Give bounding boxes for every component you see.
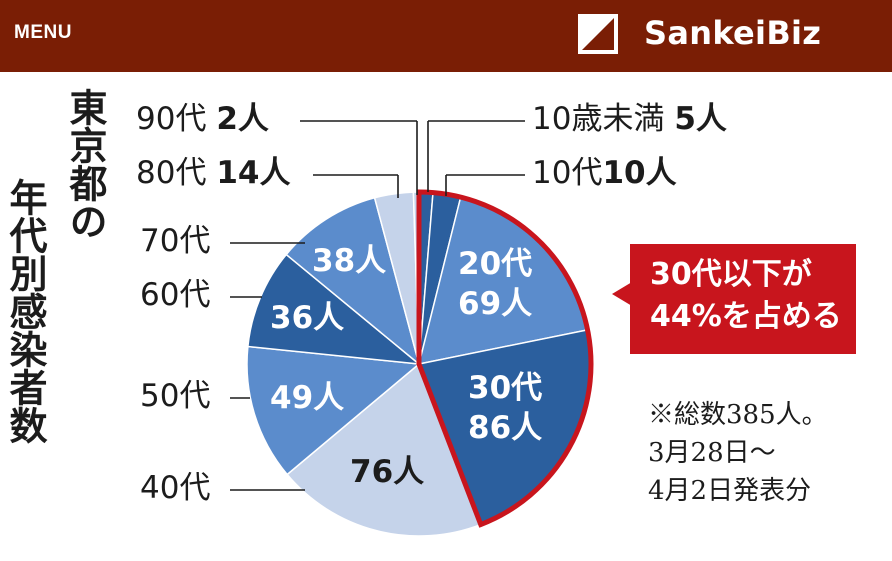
label-under10: 10歳未満 5人 xyxy=(532,101,727,137)
label-80s: 80代 14人 xyxy=(136,155,291,191)
slice-label-20s: 20代 69人 xyxy=(458,246,533,322)
menu-button[interactable]: MENU xyxy=(14,22,72,43)
chart-title-line1: 東京都の xyxy=(63,88,107,240)
label-40s: 40代 xyxy=(140,470,211,506)
chart-title-line2: 年代別感染者数 xyxy=(3,178,47,444)
slice-label-30s: 30代 86人 xyxy=(468,370,543,446)
slice-label-40s: 76人 xyxy=(350,454,425,490)
label-60s: 60代 xyxy=(140,277,211,313)
label-10s: 10代10人 xyxy=(532,155,677,191)
footnote-line2: 3月28日〜 xyxy=(648,438,776,468)
pie-slice-50代 xyxy=(246,345,421,476)
slice-label-50s: 49人 xyxy=(270,380,345,416)
callout-box: 30代以下が 44%を占める xyxy=(630,244,856,354)
callout-line1: 30代以下が xyxy=(650,257,812,292)
brand-logo-text[interactable]: SankeiBiz xyxy=(644,14,822,52)
label-50s: 50代 xyxy=(140,378,211,414)
label-90s: 90代 2人 xyxy=(136,101,269,137)
callout-pointer xyxy=(612,282,632,306)
label-70s: 70代 xyxy=(140,223,211,259)
slice-label-60s: 36人 xyxy=(270,300,345,336)
site-header: MENU SankeiBiz xyxy=(0,0,892,72)
footnote: ※総数385人。 3月28日〜 4月2日発表分 xyxy=(648,396,828,510)
callout-line2: 44%を占める xyxy=(650,299,842,334)
sankeibiz-logo-icon[interactable] xyxy=(578,14,618,54)
slice-label-70s: 38人 xyxy=(312,243,387,279)
footnote-line1: ※総数385人。 xyxy=(648,400,828,430)
pie-slice-70代 xyxy=(285,196,421,367)
footnote-line3: 4月2日発表分 xyxy=(648,476,812,506)
highlight-outline xyxy=(416,189,594,528)
